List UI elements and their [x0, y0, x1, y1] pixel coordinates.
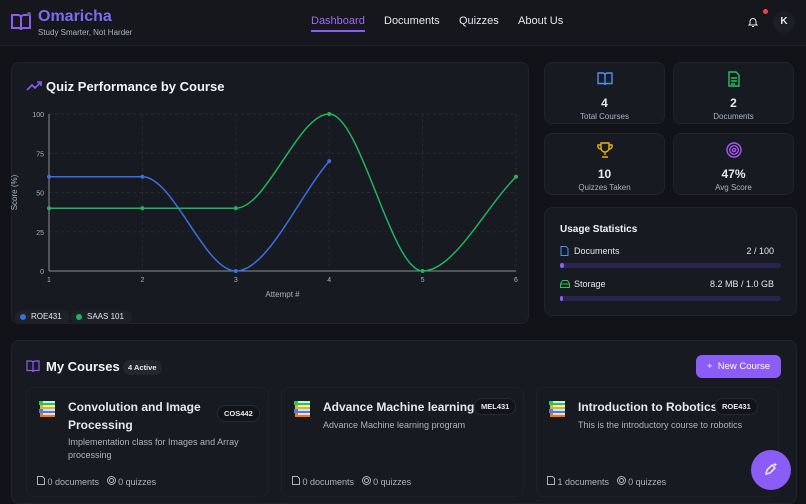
- x-tick-label: 1: [47, 277, 51, 284]
- storage-progress: [560, 296, 781, 301]
- notification-dot: [763, 9, 768, 14]
- hard-drive-icon: [560, 280, 570, 288]
- plus-icon: +: [706, 361, 718, 372]
- usage-title: Usage Statistics: [560, 224, 638, 235]
- active-badge: 4 Active: [123, 360, 162, 375]
- stat-card: 4 Total Courses: [544, 62, 665, 124]
- course-stats: 0 documents 0 quizzes: [37, 476, 156, 487]
- usage-storage-label: Storage: [574, 279, 606, 289]
- stat-card: 2 Documents: [673, 62, 794, 124]
- stat-label: Avg Score: [715, 183, 752, 192]
- stat-card: 10 Quizzes Taken: [544, 133, 665, 195]
- course-stats: 0 documents 0 quizzes: [292, 476, 411, 487]
- course-code-badge: MEL431: [474, 398, 517, 415]
- document-icon: [37, 476, 45, 485]
- books-icon: [294, 401, 310, 417]
- target-icon: [616, 476, 626, 485]
- course-description: Advance Machine learning program: [323, 420, 466, 430]
- data-point: [47, 174, 51, 179]
- stat-value: 2: [730, 96, 737, 110]
- course-stats: 1 documents 0 quizzes: [547, 476, 666, 487]
- stat-value: 47%: [721, 167, 746, 181]
- nav-quizzes[interactable]: Quizzes: [459, 15, 499, 27]
- data-point: [514, 174, 518, 179]
- stat-label: Documents: [713, 112, 754, 121]
- course-code-badge: ROE431: [715, 398, 758, 415]
- y-tick-label: 0: [40, 269, 44, 276]
- nav-documents[interactable]: Documents: [384, 15, 440, 27]
- target-icon: [361, 476, 371, 485]
- document-icon: [560, 246, 569, 256]
- y-tick-label: 100: [32, 112, 44, 119]
- x-tick-label: 2: [140, 277, 144, 284]
- stat-card: 47% Avg Score: [673, 133, 794, 195]
- courses-title: My Courses: [46, 359, 120, 374]
- course-title[interactable]: Convolution and Image Processing: [68, 400, 201, 432]
- target-icon: [725, 142, 742, 158]
- course-title[interactable]: Introduction to Robotics: [578, 400, 718, 414]
- documents-progress: [560, 263, 781, 268]
- trending-up-icon: [26, 81, 42, 91]
- usage-documents-value: 2 / 100: [746, 246, 774, 256]
- data-point: [47, 206, 51, 211]
- course-card[interactable]: Advance Machine learning MEL431 Advance …: [281, 387, 524, 497]
- books-icon: [39, 401, 55, 417]
- app-tagline: Study Smarter, Not Harder: [38, 28, 133, 37]
- document-icon: [547, 476, 555, 485]
- data-point: [233, 269, 238, 273]
- file-text-icon: [727, 71, 740, 87]
- stat-value: 10: [597, 167, 612, 181]
- data-point: [233, 206, 238, 211]
- sparkle-pen-icon: [765, 463, 777, 475]
- target-icon: [106, 476, 116, 485]
- trophy-icon: [596, 142, 613, 158]
- nav-about-us[interactable]: About Us: [518, 15, 564, 27]
- x-tick-label: 6: [514, 277, 518, 284]
- chart-title: Quiz Performance by Course: [46, 79, 225, 94]
- new-course-button[interactable]: + New Course: [696, 355, 781, 378]
- usage-card: Usage Statistics Documents 2 / 100 Stora…: [544, 207, 797, 316]
- avatar[interactable]: K: [773, 11, 795, 33]
- series-line: [49, 160, 330, 272]
- y-tick-label: 25: [36, 230, 44, 237]
- x-tick-label: 5: [421, 277, 425, 284]
- books-icon: [549, 401, 565, 417]
- stat-label: Total Courses: [580, 112, 629, 121]
- assistant-fab-button[interactable]: [751, 450, 791, 490]
- x-tick-label: 4: [327, 277, 331, 284]
- line-chart: 0 25 50 75 100 1 2 3 4 5 6 Attempt # Score (%): [10, 112, 518, 299]
- data-point: [420, 269, 425, 273]
- legend-item-saas101[interactable]: SAAS 101: [71, 310, 132, 324]
- course-card[interactable]: Convolution and Image Processing COS442 …: [26, 387, 269, 497]
- book-open-icon: [26, 360, 40, 373]
- data-point: [140, 206, 145, 211]
- document-icon: [292, 476, 300, 485]
- x-axis-label: Attempt #: [265, 290, 300, 299]
- bell-icon[interactable]: [747, 16, 759, 28]
- data-point: [327, 159, 332, 164]
- y-tick-label: 75: [36, 151, 44, 158]
- x-tick-label: 3: [234, 277, 238, 284]
- app-name[interactable]: Omaricha: [38, 8, 112, 25]
- stat-value: 4: [601, 96, 608, 110]
- course-description: Implementation class for Images and Arra…: [68, 437, 239, 460]
- course-title[interactable]: Advance Machine learning: [323, 400, 475, 414]
- header: Omaricha Study Smarter, Not Harder Dashb…: [0, 0, 806, 46]
- usage-documents-label: Documents: [574, 246, 620, 256]
- data-point: [327, 112, 332, 116]
- course-description: This is the introductory course to robot…: [578, 420, 743, 430]
- course-code-badge: COS442: [217, 405, 260, 422]
- nav-dashboard[interactable]: Dashboard: [311, 15, 365, 32]
- y-axis-label: Score (%): [10, 174, 19, 210]
- book-open-icon: [596, 72, 613, 86]
- book-logo-icon: [11, 12, 31, 31]
- stat-label: Quizzes Taken: [578, 183, 631, 192]
- course-card[interactable]: Introduction to Robotics ROE431 This is …: [536, 387, 779, 497]
- y-tick-label: 50: [36, 191, 44, 198]
- data-point: [140, 174, 145, 179]
- legend-item-roe431[interactable]: ROE431: [15, 310, 70, 324]
- usage-storage-value: 8.2 MB / 1.0 GB: [709, 279, 774, 289]
